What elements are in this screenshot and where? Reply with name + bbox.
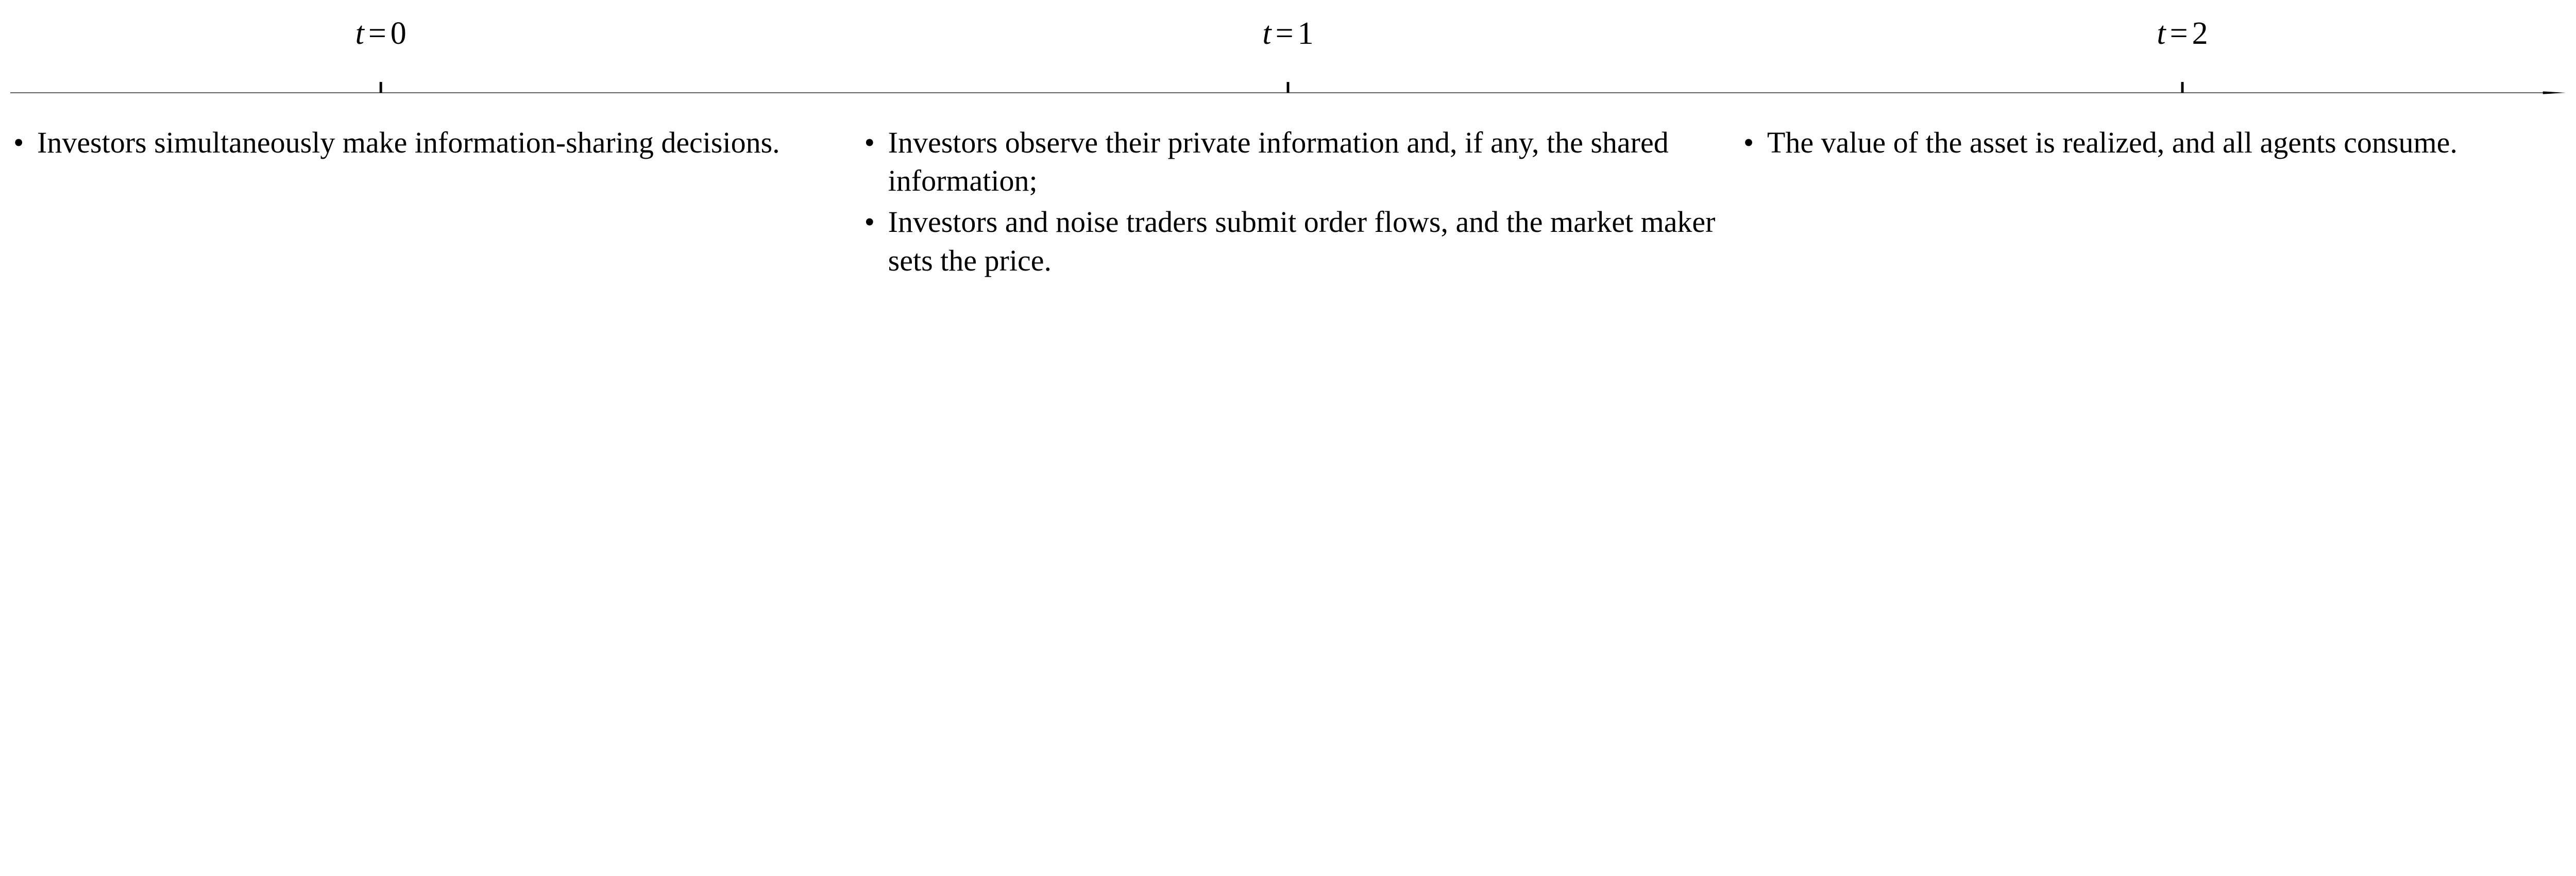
time-var: t xyxy=(1262,16,1271,51)
time-val: 0 xyxy=(391,16,406,51)
bullet-text: The value of the asset is realized, and … xyxy=(1740,124,2545,162)
stage-0-column: Investors simultaneously make informatio… xyxy=(10,124,861,283)
timeline-axis xyxy=(10,62,2566,119)
time-eq: = xyxy=(364,16,391,51)
time-var: t xyxy=(2157,16,2165,51)
time-label-1: t=1 xyxy=(1262,15,1313,52)
time-eq: = xyxy=(2166,16,2192,51)
time-val: 1 xyxy=(1298,16,1314,51)
bullets-row: Investors simultaneously make informatio… xyxy=(10,124,2566,283)
stage-1-column: Investors observe their private informat… xyxy=(861,124,1740,283)
stage-2-bullets: The value of the asset is realized, and … xyxy=(1740,124,2545,162)
time-labels-row: t=0 t=1 t=2 xyxy=(10,15,2566,62)
timeline-diagram: t=0 t=1 t=2 Investors simultaneously mak… xyxy=(10,15,2566,283)
bullet-text: Investors and noise traders submit order… xyxy=(861,203,1720,279)
bullet-text: Investors observe their private informat… xyxy=(861,124,1720,200)
time-label-0: t=0 xyxy=(355,15,406,52)
time-label-2: t=2 xyxy=(2157,15,2208,52)
time-var: t xyxy=(355,16,364,51)
time-eq: = xyxy=(1272,16,1298,51)
stage-1-bullets: Investors observe their private informat… xyxy=(861,124,1720,280)
stage-0-bullets: Investors simultaneously make informatio… xyxy=(10,124,841,162)
stage-2-column: The value of the asset is realized, and … xyxy=(1740,124,2566,283)
time-val: 2 xyxy=(2192,16,2208,51)
bullet-text: Investors simultaneously make informatio… xyxy=(10,124,841,162)
